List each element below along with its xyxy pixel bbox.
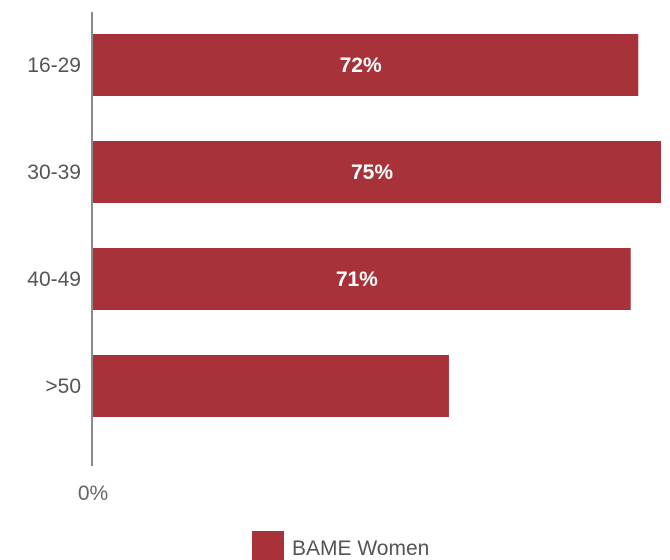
x-tick-label-0: 0% [78,482,108,505]
legend: BAME Women [252,531,429,560]
legend-swatch-bame-women [252,531,284,560]
x-axis-ticks: 0% [78,482,108,505]
category-label-40-49: 40-49 [27,268,81,291]
legend-label-bame-women: BAME Women [292,537,429,560]
category-label-16-29: 16-29 [27,54,81,77]
data-labels: 72% 75% 71% [336,54,394,291]
data-label-40-49: 71% [336,268,378,291]
category-label-30-39: 30-39 [27,161,81,184]
category-labels: 16-29 30-39 40-49 >50 [27,54,81,398]
bar-30-39 [93,141,661,203]
data-label-30-39: 75% [351,161,393,184]
bars-layer [93,34,661,417]
data-label-16-29: 72% [340,54,382,77]
category-label-over-50: >50 [45,375,81,398]
bar-16-29 [93,34,639,96]
bar-40-49 [93,248,631,310]
bar-over-50 [93,355,449,417]
